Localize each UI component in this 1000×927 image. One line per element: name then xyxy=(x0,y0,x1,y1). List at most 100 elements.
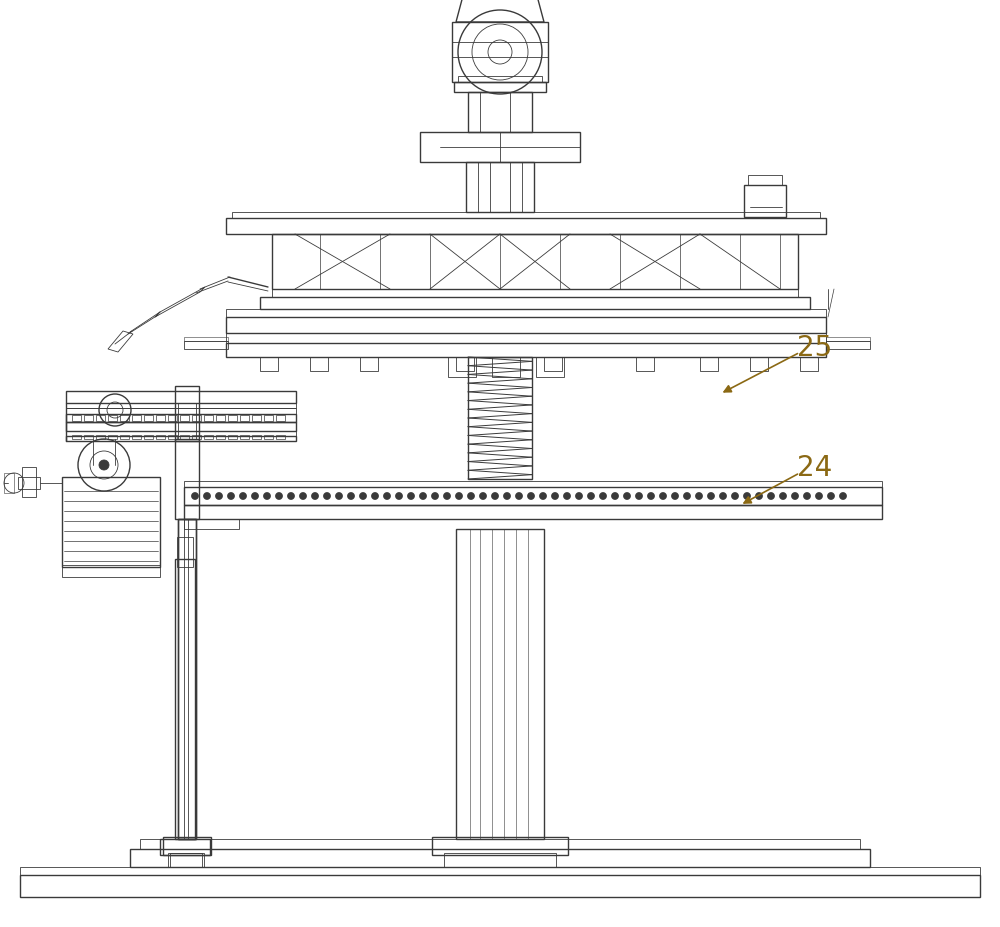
Bar xyxy=(184,505,882,519)
Bar xyxy=(420,132,580,162)
Circle shape xyxy=(228,492,234,500)
Circle shape xyxy=(420,492,426,500)
Bar xyxy=(96,415,105,421)
Bar xyxy=(226,333,826,343)
Bar xyxy=(468,92,532,132)
Bar xyxy=(240,415,249,421)
Bar xyxy=(264,415,273,421)
Bar xyxy=(170,853,204,867)
Bar xyxy=(310,357,328,371)
Bar xyxy=(264,435,273,439)
Bar xyxy=(130,849,870,867)
Bar xyxy=(160,839,210,855)
Circle shape xyxy=(828,492,834,500)
Bar xyxy=(226,317,826,333)
Bar xyxy=(360,357,378,371)
Bar xyxy=(204,435,213,439)
Circle shape xyxy=(744,492,750,500)
Bar xyxy=(184,519,239,529)
Bar xyxy=(748,175,782,185)
Bar xyxy=(120,435,129,439)
Bar xyxy=(108,435,117,439)
Bar xyxy=(156,415,165,421)
Bar xyxy=(204,415,213,421)
Bar xyxy=(66,422,296,431)
Circle shape xyxy=(780,492,786,500)
Circle shape xyxy=(816,492,822,500)
Circle shape xyxy=(216,492,222,500)
Bar xyxy=(454,82,546,92)
Circle shape xyxy=(360,492,366,500)
Circle shape xyxy=(684,492,690,500)
Circle shape xyxy=(756,492,763,500)
Circle shape xyxy=(300,492,306,500)
Circle shape xyxy=(792,492,798,500)
Bar xyxy=(168,853,202,867)
Bar xyxy=(132,435,141,439)
Circle shape xyxy=(240,492,246,500)
Bar xyxy=(452,22,548,82)
Text: 24: 24 xyxy=(797,454,833,482)
Circle shape xyxy=(456,492,462,500)
Bar xyxy=(444,853,556,867)
Bar xyxy=(62,565,160,577)
Circle shape xyxy=(660,492,666,500)
Circle shape xyxy=(264,492,270,500)
Bar xyxy=(226,309,826,317)
Circle shape xyxy=(564,492,570,500)
Bar xyxy=(184,481,882,487)
Circle shape xyxy=(99,460,109,470)
Bar xyxy=(132,415,141,421)
Bar xyxy=(120,415,129,421)
Bar xyxy=(178,403,196,439)
Bar xyxy=(96,435,105,439)
Circle shape xyxy=(720,492,726,500)
Bar xyxy=(826,341,870,349)
Bar xyxy=(144,415,153,421)
Bar xyxy=(466,162,534,212)
Bar xyxy=(168,415,177,421)
Bar xyxy=(72,435,81,439)
Bar xyxy=(448,357,476,377)
Bar xyxy=(180,435,189,439)
Bar xyxy=(276,415,285,421)
Circle shape xyxy=(624,492,631,500)
Bar xyxy=(22,467,36,497)
Bar xyxy=(750,357,768,371)
Circle shape xyxy=(348,492,354,500)
Bar xyxy=(178,519,196,839)
Circle shape xyxy=(768,492,774,500)
Bar xyxy=(228,435,237,439)
Circle shape xyxy=(432,492,438,500)
Bar xyxy=(184,337,228,341)
Circle shape xyxy=(336,492,342,500)
Bar xyxy=(180,415,189,421)
Circle shape xyxy=(528,492,534,500)
Circle shape xyxy=(408,492,415,500)
Bar xyxy=(432,837,568,855)
Bar xyxy=(456,357,474,371)
Bar xyxy=(163,837,211,855)
Bar xyxy=(184,487,882,505)
Bar xyxy=(744,185,786,217)
Bar xyxy=(144,435,153,439)
Circle shape xyxy=(384,492,390,500)
Bar xyxy=(216,435,225,439)
Bar xyxy=(178,519,196,839)
Circle shape xyxy=(504,492,511,500)
Circle shape xyxy=(276,492,283,500)
Circle shape xyxy=(288,492,294,500)
Bar xyxy=(84,415,93,421)
Bar xyxy=(177,537,193,567)
Bar xyxy=(66,403,296,408)
Circle shape xyxy=(732,492,738,500)
Bar xyxy=(458,76,542,82)
Circle shape xyxy=(648,492,654,500)
Bar xyxy=(20,867,980,875)
Circle shape xyxy=(708,492,714,500)
Bar xyxy=(636,357,654,371)
Bar xyxy=(272,289,798,297)
Bar xyxy=(20,875,980,897)
Bar xyxy=(260,357,278,371)
Bar xyxy=(232,212,820,218)
